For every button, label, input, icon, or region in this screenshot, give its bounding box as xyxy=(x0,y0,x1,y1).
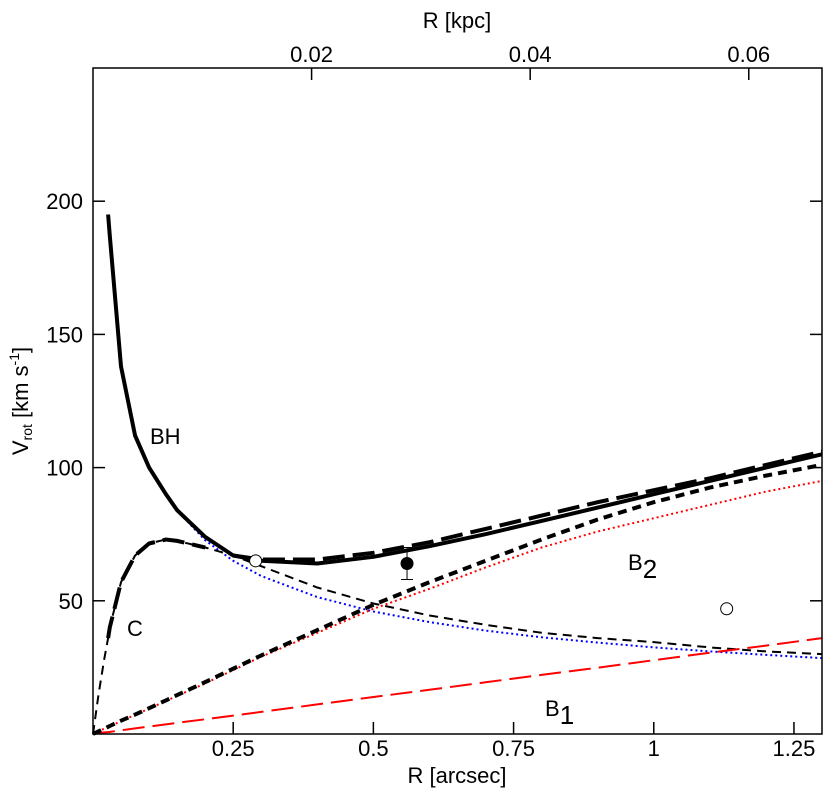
x2-tick-label: 0.04 xyxy=(509,42,552,67)
annotation-text: B xyxy=(628,550,643,575)
plot-frame xyxy=(92,67,823,735)
annotation: BH xyxy=(150,424,181,449)
y-tick-label: 50 xyxy=(59,589,83,614)
series-line xyxy=(232,449,823,562)
y-tick-label: 100 xyxy=(46,456,83,481)
x-tick-label: 0.75 xyxy=(492,736,535,761)
series-line xyxy=(92,538,823,735)
series-line xyxy=(106,537,206,639)
x-axis-label: R [arcsec] xyxy=(407,763,506,788)
series-line xyxy=(92,479,823,735)
y-label-part: [km s xyxy=(8,365,33,424)
x-tick-label: 0.25 xyxy=(212,736,255,761)
annotation: B1 xyxy=(545,696,574,730)
series-line xyxy=(92,637,823,735)
x2-tick-label: 0.06 xyxy=(727,42,770,67)
series-line xyxy=(106,214,823,566)
annotation: C xyxy=(127,616,143,641)
y-label-part: ] xyxy=(8,347,33,353)
x2-axis-label: R [kpc] xyxy=(423,8,491,33)
plot-area xyxy=(92,214,823,736)
x-tick-label: 1.25 xyxy=(773,736,816,761)
x-tick-label: 0.5 xyxy=(358,736,389,761)
x2-tick-label: 0.02 xyxy=(290,42,333,67)
y-tick-label: 200 xyxy=(46,189,83,214)
y-label-part: V xyxy=(8,440,33,455)
data-point xyxy=(249,554,263,568)
annotation: B2 xyxy=(628,550,657,584)
annotation-text: B xyxy=(545,696,560,721)
annotation-sub: 1 xyxy=(560,700,574,730)
y-label-sup: -1 xyxy=(6,353,22,366)
y-axis-label: Vrot [km s-1] xyxy=(6,347,35,455)
y-tick-label: 150 xyxy=(46,322,83,347)
series-line xyxy=(176,509,823,660)
data-point xyxy=(720,602,734,616)
y-label-sub: rot xyxy=(19,424,35,440)
x-tick-label: 1 xyxy=(648,736,660,761)
series-line xyxy=(92,462,823,736)
annotation-sub: 2 xyxy=(643,554,657,584)
data-point xyxy=(400,557,414,571)
